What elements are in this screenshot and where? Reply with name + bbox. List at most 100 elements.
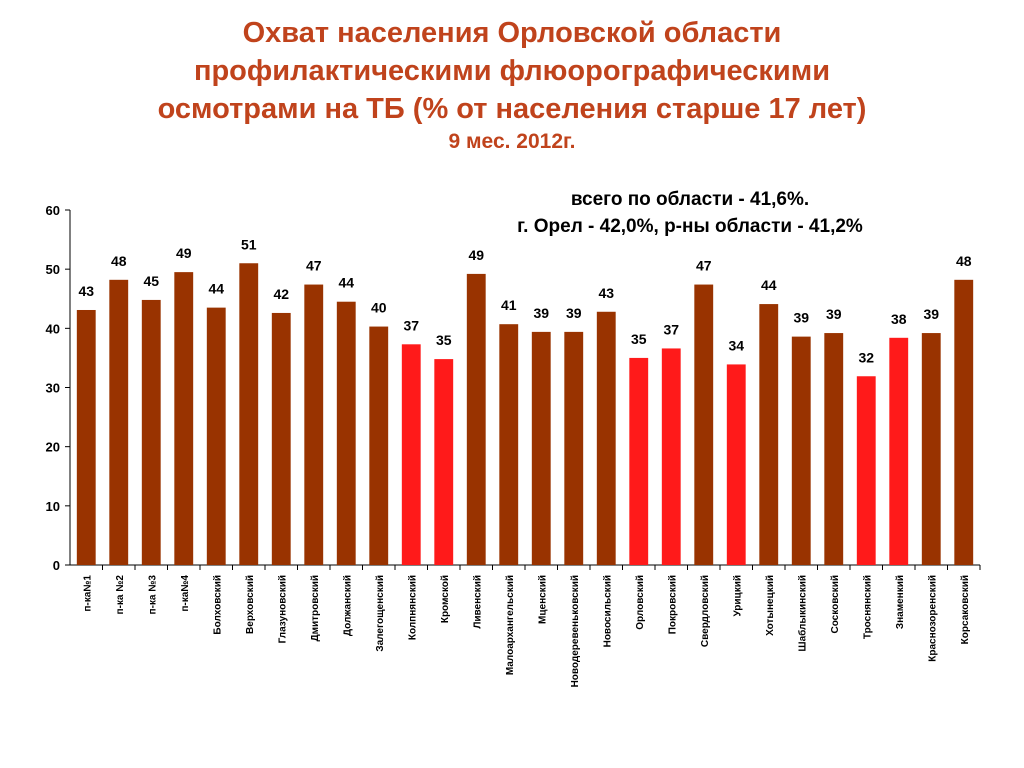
bar: [141, 299, 161, 565]
x-tick-label: Колпнянский: [407, 575, 418, 640]
x-tick-label: Залегощенский: [375, 575, 386, 652]
bar: [401, 344, 421, 565]
data-label: 41: [501, 297, 517, 313]
x-tick-label: Троснянский: [862, 575, 873, 639]
bar: [76, 309, 96, 565]
data-label: 44: [208, 281, 224, 297]
bar: [694, 284, 714, 565]
title-line-2: профилактическими флюорографическими: [193, 55, 831, 87]
bar: [369, 326, 389, 565]
x-tick-label: Покровский: [667, 575, 678, 634]
x-tick-label: Болховский: [212, 575, 223, 635]
data-label: 35: [631, 331, 647, 347]
y-tick-label: 60: [46, 203, 60, 218]
bar: [239, 263, 259, 565]
data-label: 39: [793, 310, 809, 326]
x-tick-label: п-ка№4: [180, 575, 191, 612]
bar: [271, 312, 291, 565]
data-label: 34: [728, 337, 744, 353]
x-tick-label: Корсаковский: [960, 575, 971, 644]
data-label: 43: [598, 285, 614, 301]
bar: [661, 348, 681, 565]
x-tick-label: Малоархангельский: [505, 575, 516, 675]
x-tick-label: Шаблыкинский: [796, 575, 808, 651]
bar: [856, 376, 876, 565]
data-label: 44: [761, 277, 777, 293]
title-line-3: осмотрами на ТБ (% от населения старше 1…: [157, 93, 867, 125]
data-label: 37: [663, 321, 679, 337]
x-tick-label: п-ка №3: [147, 575, 158, 615]
bar: [336, 301, 356, 565]
bar: [921, 333, 941, 565]
data-label: 35: [436, 332, 452, 348]
x-tick-label: Орловский: [635, 575, 646, 630]
bar: [434, 359, 454, 565]
data-label: 39: [923, 306, 939, 322]
x-tick-label: Хотынецкий: [765, 575, 776, 636]
bar: [499, 324, 519, 565]
bar: [759, 304, 779, 565]
x-tick-label: Верховский: [245, 575, 256, 634]
data-label: 32: [858, 349, 874, 365]
y-tick-label: 20: [46, 440, 60, 455]
summary-note: всего по области - 41,6%. г. Орел - 42,0…: [460, 186, 920, 240]
data-label: 49: [176, 245, 192, 261]
data-label: 45: [143, 273, 159, 289]
x-tick-label: Свердловский: [700, 575, 711, 647]
bar: [791, 336, 811, 565]
bar: [206, 307, 226, 565]
y-tick-label: 50: [46, 262, 60, 277]
bar: [824, 333, 844, 565]
data-label: 37: [403, 317, 419, 333]
y-tick-label: 30: [46, 381, 60, 396]
x-tick-label: Сосковский: [830, 575, 841, 634]
chart-title: Охват населения Орловской области профил…: [0, 14, 1024, 128]
chart-subtitle: 9 мес. 2012г.: [448, 130, 576, 153]
summary-note-line-2: г. Орел - 42,0%, р-ны области - 41,2%: [517, 216, 863, 237]
data-label: 48: [111, 253, 127, 269]
bar: [531, 331, 551, 565]
data-label: 39: [566, 305, 582, 321]
x-tick-label: Дмитровский: [310, 575, 321, 642]
data-label: 47: [306, 258, 322, 274]
data-label: 44: [338, 275, 354, 291]
data-label: 49: [468, 247, 484, 263]
data-label: 43: [78, 283, 94, 299]
x-tick-label: Кромской: [440, 575, 451, 623]
bar: [726, 364, 746, 565]
x-tick-label: Мценский: [537, 575, 548, 624]
bar: [596, 311, 616, 565]
bar: [564, 331, 584, 565]
x-tick-label: Урицкий: [732, 575, 743, 617]
x-tick-label: Знаменкий: [895, 575, 906, 629]
data-label: 39: [533, 305, 549, 321]
bar: [466, 273, 486, 565]
bar: [629, 357, 649, 565]
x-tick-label: п-ка№1: [82, 575, 93, 612]
data-label: 39: [826, 306, 842, 322]
y-tick-label: 0: [53, 558, 60, 573]
data-label: 47: [696, 258, 712, 274]
bar: [889, 337, 909, 565]
data-label: 48: [956, 253, 972, 269]
x-tick-label: Краснозоренский: [927, 575, 938, 662]
x-tick-label: Глазуновский: [277, 575, 288, 643]
x-tick-label: п-ка №2: [115, 575, 126, 615]
x-tick-label: Должанский: [342, 575, 353, 636]
data-label: 40: [371, 300, 387, 316]
x-tick-label: Новодеревеньковский: [570, 575, 581, 687]
bar: [954, 279, 974, 565]
title-line-1: Охват населения Орловской области: [242, 17, 782, 49]
x-tick-label: Ливенский: [472, 575, 483, 629]
bar: [109, 279, 129, 565]
data-label: 38: [891, 311, 907, 327]
data-label: 42: [273, 286, 289, 302]
bar: [304, 284, 324, 565]
y-tick-label: 40: [46, 321, 60, 336]
y-tick-label: 10: [46, 499, 60, 514]
data-label: 51: [241, 236, 257, 252]
bar: [174, 272, 194, 565]
x-tick-label: Новосильский: [602, 575, 613, 647]
summary-note-line-1: всего по области - 41,6%.: [570, 189, 810, 210]
